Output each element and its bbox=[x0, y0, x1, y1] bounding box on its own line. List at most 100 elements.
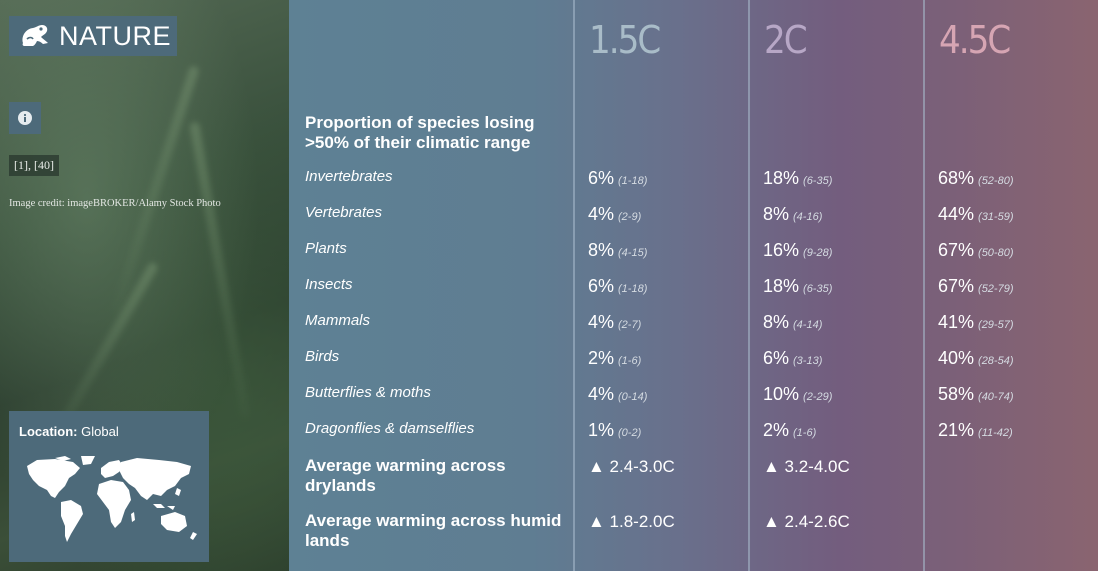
cell-value: 6% (1-18) bbox=[588, 276, 647, 297]
cell-value: 6% (3-13) bbox=[763, 348, 822, 369]
location-panel: Location: Global bbox=[9, 411, 209, 562]
percent-value: 4% bbox=[588, 312, 615, 332]
frog-icon bbox=[22, 25, 48, 46]
cell-value: 67% (50-80) bbox=[938, 240, 1014, 261]
cell-value: 18% (6-35) bbox=[763, 276, 832, 297]
row-label: Vertebrates bbox=[305, 204, 382, 221]
page-title: NATURE bbox=[9, 16, 177, 56]
section-heading: Proportion of species losing >50% of the… bbox=[305, 113, 535, 152]
row-label: Butterflies & moths bbox=[305, 384, 431, 401]
warming-value: ▲ 2.4-3.0C bbox=[588, 457, 675, 476]
range-value: (0-14) bbox=[618, 391, 648, 403]
percent-value: 1% bbox=[588, 420, 615, 440]
percent-value: 4% bbox=[588, 384, 615, 404]
percent-value: 44% bbox=[938, 204, 975, 224]
row-label: Plants bbox=[305, 240, 347, 257]
percent-value: 18% bbox=[763, 276, 800, 296]
row-label: Insects bbox=[305, 276, 353, 293]
range-value: (3-13) bbox=[793, 355, 823, 367]
cell-value: 68% (52-80) bbox=[938, 168, 1014, 189]
cell-value: 8% (4-15) bbox=[588, 240, 647, 261]
percent-value: 8% bbox=[588, 240, 615, 260]
percent-value: 6% bbox=[588, 276, 615, 296]
percent-value: 58% bbox=[938, 384, 975, 404]
range-value: (29-57) bbox=[978, 319, 1014, 331]
range-value: (1-6) bbox=[618, 355, 642, 367]
range-value: (2-7) bbox=[618, 319, 642, 331]
percent-value: 67% bbox=[938, 276, 975, 296]
cell-value: 41% (29-57) bbox=[938, 312, 1014, 333]
column-divider bbox=[748, 0, 750, 571]
range-value: (52-79) bbox=[978, 283, 1014, 295]
percent-value: 8% bbox=[763, 204, 790, 224]
range-value: (6-35) bbox=[803, 175, 833, 187]
range-value: (28-54) bbox=[978, 355, 1014, 367]
range-value: (52-80) bbox=[978, 175, 1014, 187]
title-text: NATURE bbox=[59, 20, 172, 51]
cell-value: 8% (4-14) bbox=[763, 312, 822, 333]
range-value: (2-29) bbox=[803, 391, 833, 403]
percent-value: 40% bbox=[938, 348, 975, 368]
range-value: (4-14) bbox=[793, 319, 823, 331]
range-value: (50-80) bbox=[978, 247, 1014, 259]
range-value: (1-18) bbox=[618, 175, 648, 187]
cell-value: 10% (2-29) bbox=[763, 384, 832, 405]
cell-value: 2% (1-6) bbox=[763, 420, 816, 441]
percent-value: 16% bbox=[763, 240, 800, 260]
row-label: Birds bbox=[305, 348, 340, 365]
warming-value: ▲ 1.8-2.0C bbox=[588, 512, 675, 531]
world-map-icon bbox=[27, 456, 197, 542]
range-value: (40-74) bbox=[978, 391, 1014, 403]
warming-value: ▲ 2.4-2.6C bbox=[763, 512, 850, 531]
warming-row-label: Average warming across humid lands bbox=[305, 511, 562, 550]
column-header-4-5c: 4.5C bbox=[939, 18, 1011, 62]
warming-row-label: Average warming across drylands bbox=[305, 456, 506, 495]
cell-value: 4% (2-9) bbox=[588, 204, 641, 225]
row-label: Mammals bbox=[305, 312, 371, 329]
percent-value: 2% bbox=[588, 348, 615, 368]
range-value: (4-16) bbox=[793, 211, 823, 223]
column-divider bbox=[923, 0, 925, 571]
cell-value: 4% (2-7) bbox=[588, 312, 641, 333]
percent-value: 4% bbox=[588, 204, 615, 224]
data-table bbox=[289, 0, 1098, 571]
info-icon bbox=[18, 111, 32, 125]
row-label: Invertebrates bbox=[305, 168, 393, 185]
range-value: (1-6) bbox=[793, 427, 817, 439]
cell-value: 4% (0-14) bbox=[588, 384, 647, 405]
percent-value: 18% bbox=[763, 168, 800, 188]
range-value: (1-18) bbox=[618, 283, 648, 295]
percent-value: 2% bbox=[763, 420, 790, 440]
cell-value: 18% (6-35) bbox=[763, 168, 832, 189]
cell-value: 58% (40-74) bbox=[938, 384, 1014, 405]
cell-value: 67% (52-79) bbox=[938, 276, 1014, 297]
range-value: (6-35) bbox=[803, 283, 833, 295]
column-header-2c: 2C bbox=[764, 18, 808, 62]
percent-value: 8% bbox=[763, 312, 790, 332]
cell-value: 40% (28-54) bbox=[938, 348, 1014, 369]
range-value: (4-15) bbox=[618, 247, 648, 259]
cell-value: 1% (0-2) bbox=[588, 420, 641, 441]
column-divider bbox=[573, 0, 575, 571]
location-value: Global bbox=[81, 424, 119, 439]
range-value: (2-9) bbox=[618, 211, 642, 223]
percent-value: 67% bbox=[938, 240, 975, 260]
range-value: (11-42) bbox=[978, 427, 1013, 439]
cell-value: 16% (9-28) bbox=[763, 240, 832, 261]
cell-value: 21% (11-42) bbox=[938, 420, 1013, 441]
range-value: (9-28) bbox=[803, 247, 833, 259]
cell-value: 44% (31-59) bbox=[938, 204, 1014, 225]
percent-value: 41% bbox=[938, 312, 975, 332]
percent-value: 6% bbox=[588, 168, 615, 188]
references-link[interactable]: [1], [40] bbox=[9, 155, 59, 176]
percent-value: 68% bbox=[938, 168, 975, 188]
column-header-1-5c: 1.5C bbox=[589, 18, 661, 62]
cell-value: 2% (1-6) bbox=[588, 348, 641, 369]
warming-value: ▲ 3.2-4.0C bbox=[763, 457, 850, 476]
percent-value: 10% bbox=[763, 384, 800, 404]
percent-value: 6% bbox=[763, 348, 790, 368]
cell-value: 8% (4-16) bbox=[763, 204, 822, 225]
info-button[interactable] bbox=[9, 102, 41, 134]
percent-value: 21% bbox=[938, 420, 975, 440]
location-label: Location: bbox=[19, 424, 78, 439]
